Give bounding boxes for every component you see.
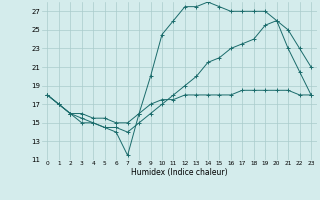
- X-axis label: Humidex (Indice chaleur): Humidex (Indice chaleur): [131, 168, 228, 177]
